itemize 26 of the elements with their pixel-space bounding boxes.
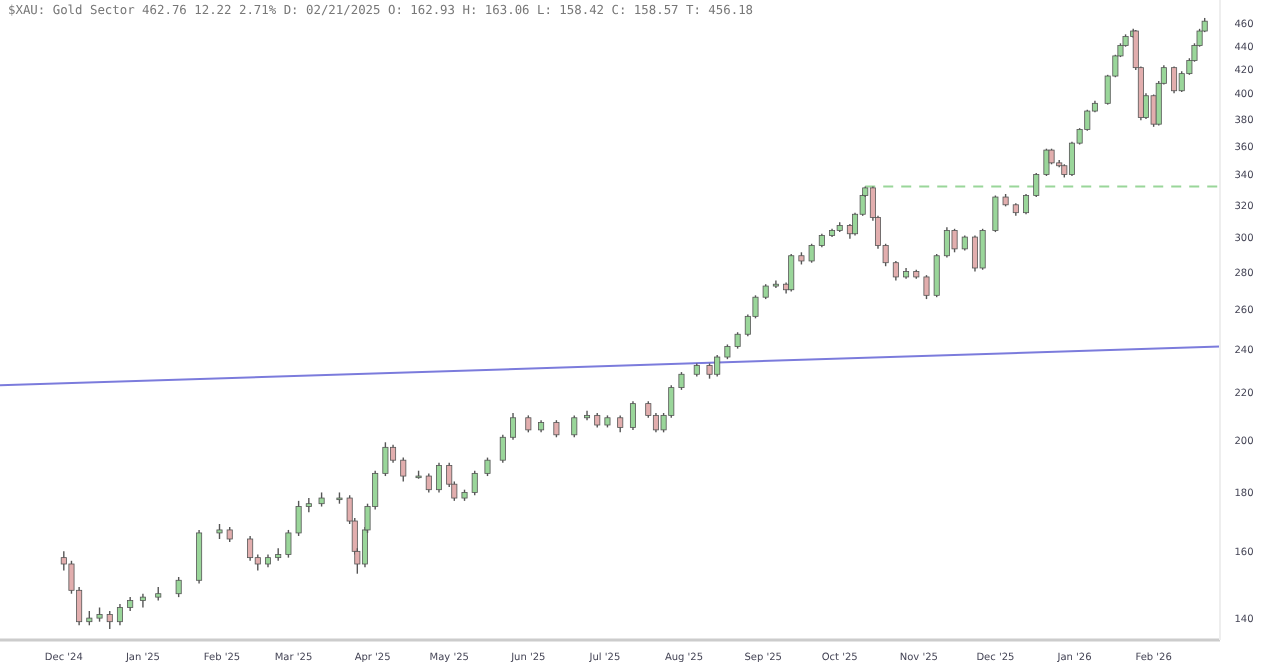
candlestick: [1043, 147, 1050, 177]
candlestick: [971, 234, 978, 273]
candlestick: [714, 354, 721, 378]
candlestick: [116, 603, 123, 626]
candlestick: [499, 434, 506, 464]
candlestick: [382, 441, 389, 477]
candlestick: [788, 253, 795, 293]
candlestick: [484, 456, 491, 477]
candlestick: [1023, 193, 1030, 215]
candlestick: [951, 228, 958, 253]
candlestick: [571, 414, 578, 438]
candlestick: [305, 497, 312, 513]
candlestick: [1171, 65, 1178, 94]
candlestick: [436, 462, 442, 494]
candlestick: [629, 400, 636, 431]
candlestick: [892, 260, 899, 282]
candlestick: [175, 576, 182, 598]
candlestick: [425, 472, 432, 494]
candlestick: [139, 593, 146, 609]
candlestick: [196, 529, 203, 585]
candlestick: [510, 412, 517, 441]
candlestick: [979, 228, 986, 271]
candlestick: [943, 226, 950, 259]
candlestick: [400, 456, 407, 483]
candlestick: [247, 535, 254, 562]
candlestick: [584, 409, 591, 421]
